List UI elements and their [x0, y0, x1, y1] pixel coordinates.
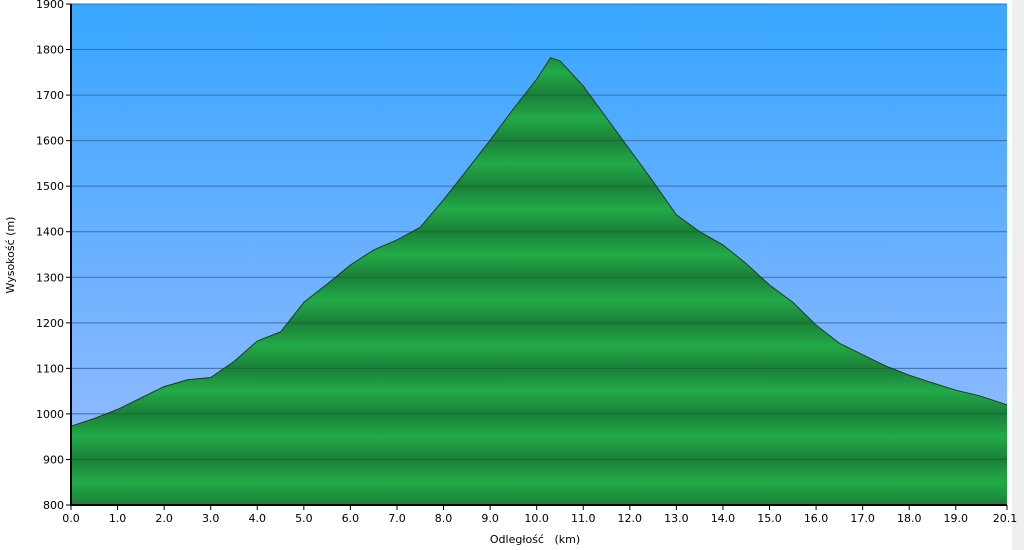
elevation-line — [70, 57, 1008, 427]
x-tick-label: 16.0 — [804, 512, 829, 525]
y-tick-label: 1900 — [36, 0, 64, 11]
y-tick-label: 1200 — [36, 317, 64, 330]
x-tick-label: 9.0 — [481, 512, 499, 525]
x-tick-label: 1.0 — [109, 512, 127, 525]
x-tick-label: 0.0 — [62, 512, 80, 525]
y-axis-label: Wysokość (m) — [4, 217, 17, 294]
right-margin-strip — [1012, 0, 1024, 550]
x-axis-label: Odległość (km) — [490, 533, 580, 546]
x-tick-label: 18.0 — [897, 512, 922, 525]
x-tick-label: 13.0 — [664, 512, 689, 525]
y-tick-label: 1400 — [36, 226, 64, 239]
x-tick-label: 15.0 — [757, 512, 782, 525]
x-tick-label: 10.0 — [524, 512, 549, 525]
x-tick-label: 11.0 — [571, 512, 596, 525]
x-tick-label: 19.0 — [944, 512, 969, 525]
x-tick-label: 6.0 — [342, 512, 360, 525]
x-tick-label: 4.0 — [249, 512, 267, 525]
y-tick-label: 1000 — [36, 408, 64, 421]
x-tick-label: 3.0 — [202, 512, 220, 525]
x-tick-label: 7.0 — [388, 512, 406, 525]
y-tick-label: 1600 — [36, 135, 64, 148]
x-tick-label: 17.0 — [850, 512, 875, 525]
x-tick-label: 8.0 — [435, 512, 453, 525]
y-tick-label: 900 — [43, 453, 64, 466]
x-ticks: 0.0 1.0 2.0 3.0 4.0 5.0 6.0 7.0 8.0 9.0 10.0 11.0 12… — [62, 505, 1017, 525]
elevation-area — [71, 57, 1007, 505]
x-tick-label: 20.1 — [993, 512, 1018, 525]
x-tick-label: 2.0 — [155, 512, 173, 525]
x-tick-label: 14.0 — [711, 512, 736, 525]
y-tick-label: 800 — [43, 499, 64, 512]
y-tick-label: 1700 — [36, 89, 64, 102]
y-ticks: 800 900 1000 1100 1200 1300 1400 1500 1600 1700 18… — [36, 0, 71, 512]
y-tick-label: 1800 — [36, 44, 64, 57]
axes — [70, 4, 1007, 506]
y-tick-label: 1100 — [36, 362, 64, 375]
y-tick-label: 1300 — [36, 271, 64, 284]
y-tick-label: 1500 — [36, 180, 64, 193]
x-tick-label: 5.0 — [295, 512, 313, 525]
x-tick-label: 12.0 — [618, 512, 643, 525]
